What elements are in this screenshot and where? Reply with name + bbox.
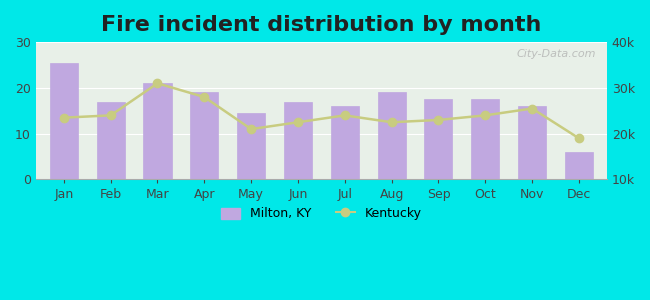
Bar [50, 63, 78, 179]
Bar [565, 152, 593, 179]
Legend: Milton, KY, Kentucky: Milton, KY, Kentucky [216, 202, 427, 225]
Bar [331, 106, 359, 179]
Bar [424, 99, 452, 179]
Text: City-Data.com: City-Data.com [516, 49, 595, 59]
Bar [237, 113, 265, 179]
Bar [190, 92, 218, 179]
Bar [97, 102, 125, 179]
Bar [284, 102, 312, 179]
Bar [471, 99, 499, 179]
Bar [378, 92, 406, 179]
Title: Fire incident distribution by month: Fire incident distribution by month [101, 15, 541, 35]
Bar [144, 83, 172, 179]
Bar [518, 106, 546, 179]
